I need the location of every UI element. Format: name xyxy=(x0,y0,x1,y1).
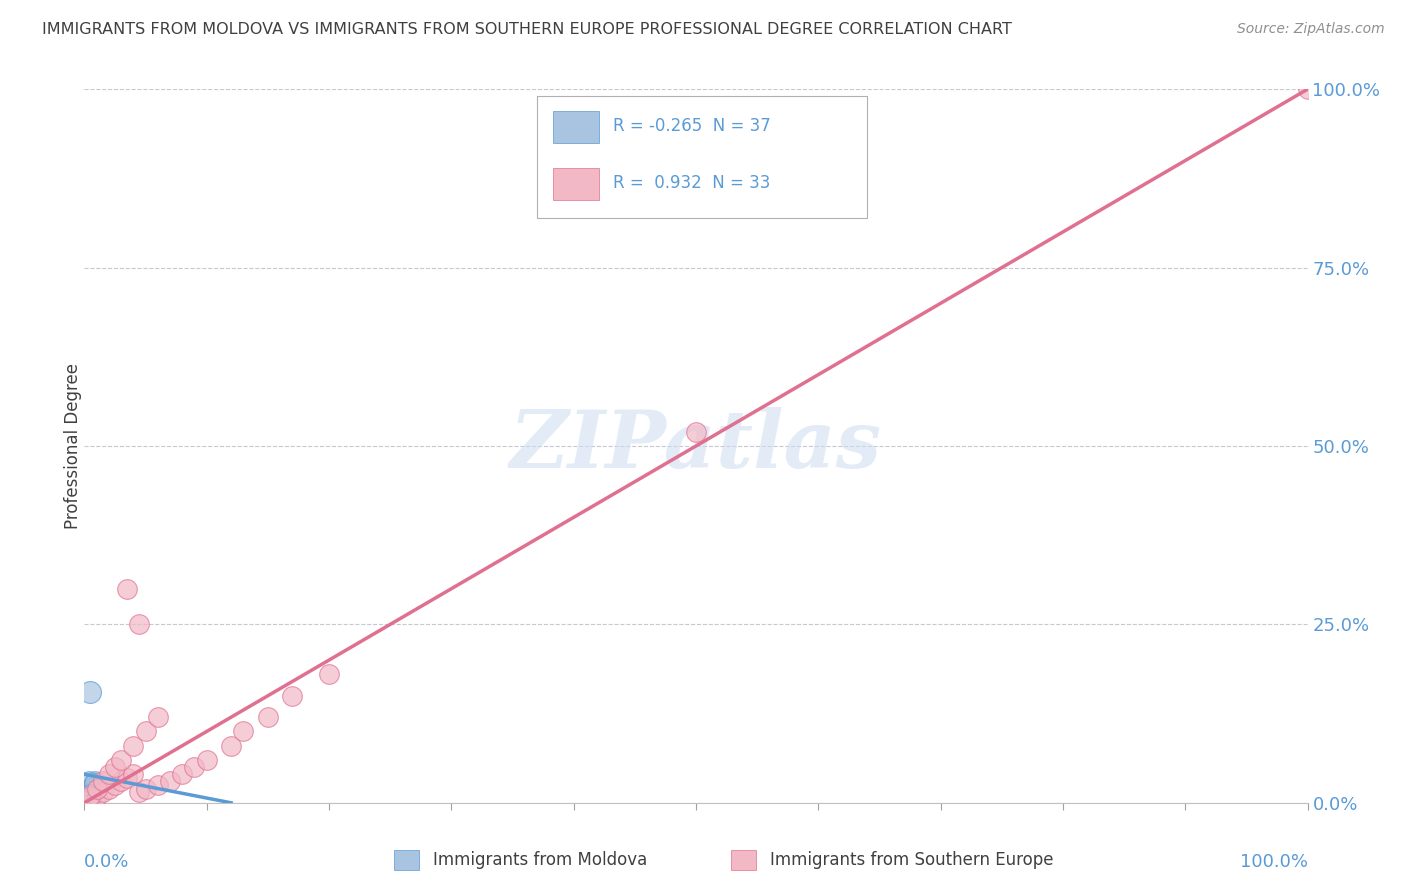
Point xyxy=(86,789,108,803)
Point xyxy=(97,781,120,796)
Point xyxy=(281,689,304,703)
Point xyxy=(83,781,105,796)
Point xyxy=(80,781,103,796)
Point xyxy=(685,425,707,439)
Point xyxy=(195,753,218,767)
Point xyxy=(128,785,150,799)
Point xyxy=(135,724,157,739)
Point xyxy=(77,774,100,789)
Point xyxy=(76,792,98,806)
Point xyxy=(77,789,100,804)
Point xyxy=(79,685,101,699)
Point xyxy=(79,792,101,806)
Point xyxy=(122,739,145,753)
Point xyxy=(97,767,120,781)
Point xyxy=(80,784,103,798)
Point xyxy=(77,789,100,803)
Bar xyxy=(553,168,599,200)
Text: R =  0.932  N = 33: R = 0.932 N = 33 xyxy=(613,175,770,193)
Point xyxy=(84,774,107,789)
Text: Immigrants from Moldova: Immigrants from Moldova xyxy=(433,851,647,869)
Point xyxy=(76,793,98,807)
Point xyxy=(110,774,132,789)
Point xyxy=(77,785,100,799)
Point xyxy=(91,774,114,789)
Point xyxy=(104,760,127,774)
Point xyxy=(86,781,108,796)
Point xyxy=(257,710,280,724)
Point xyxy=(77,792,100,806)
Point xyxy=(77,781,100,796)
Point xyxy=(79,787,101,801)
Point xyxy=(76,794,98,808)
Point xyxy=(77,790,100,805)
Point xyxy=(79,789,101,803)
Point xyxy=(115,771,138,785)
Point xyxy=(80,783,103,797)
Point xyxy=(104,778,127,792)
Point xyxy=(91,785,114,799)
Point xyxy=(83,776,105,790)
Point xyxy=(77,791,100,805)
FancyBboxPatch shape xyxy=(537,96,868,218)
Point xyxy=(77,790,100,805)
Point xyxy=(76,793,98,807)
Point xyxy=(232,724,254,739)
Point xyxy=(75,794,97,808)
Point xyxy=(1296,82,1319,96)
Point xyxy=(82,780,104,794)
Text: Immigrants from Southern Europe: Immigrants from Southern Europe xyxy=(770,851,1054,869)
Point xyxy=(219,739,242,753)
Point xyxy=(75,794,97,808)
Point xyxy=(318,667,340,681)
Bar xyxy=(553,111,599,143)
Point xyxy=(110,753,132,767)
Point xyxy=(77,792,100,806)
Point xyxy=(115,582,138,596)
Text: ZIPatlas: ZIPatlas xyxy=(510,408,882,484)
Text: Source: ZipAtlas.com: Source: ZipAtlas.com xyxy=(1237,22,1385,37)
Point xyxy=(82,778,104,792)
Point xyxy=(135,781,157,796)
Point xyxy=(122,767,145,781)
Point xyxy=(79,790,101,805)
Text: R = -0.265  N = 37: R = -0.265 N = 37 xyxy=(613,118,770,136)
Point xyxy=(128,617,150,632)
Point xyxy=(79,788,101,802)
Point xyxy=(76,794,98,808)
Point xyxy=(76,792,98,806)
Point xyxy=(79,785,101,799)
Text: 100.0%: 100.0% xyxy=(1240,853,1308,871)
Point xyxy=(146,778,169,792)
Point xyxy=(80,789,103,803)
Point xyxy=(183,760,205,774)
Point xyxy=(146,710,169,724)
Point xyxy=(172,767,194,781)
Point xyxy=(75,794,97,808)
Point xyxy=(77,787,100,801)
Point xyxy=(77,790,100,805)
Text: IMMIGRANTS FROM MOLDOVA VS IMMIGRANTS FROM SOUTHERN EUROPE PROFESSIONAL DEGREE C: IMMIGRANTS FROM MOLDOVA VS IMMIGRANTS FR… xyxy=(42,22,1012,37)
Point xyxy=(79,789,101,803)
Y-axis label: Professional Degree: Professional Degree xyxy=(65,363,82,529)
Text: 0.0%: 0.0% xyxy=(84,853,129,871)
Point xyxy=(159,774,181,789)
Point xyxy=(77,791,100,805)
Point xyxy=(75,792,97,806)
